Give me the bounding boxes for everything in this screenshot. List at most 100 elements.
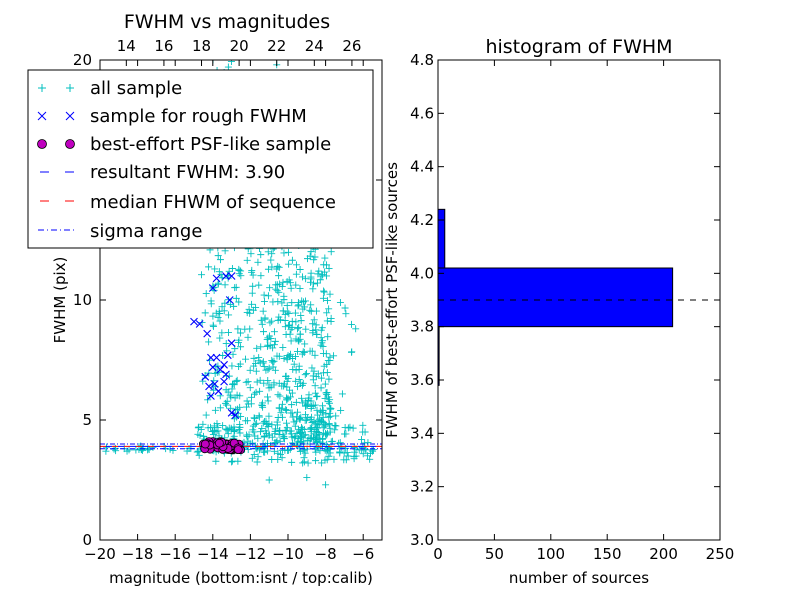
all-sample-point — [288, 433, 296, 441]
all-sample-point — [327, 248, 335, 256]
all-sample-point — [299, 273, 307, 281]
all-sample-point — [341, 304, 349, 312]
all-sample-point — [273, 421, 281, 429]
all-sample-point — [234, 339, 242, 347]
all-sample-point — [301, 371, 309, 379]
all-sample-point — [237, 343, 245, 351]
all-sample-point — [317, 417, 325, 425]
scatter-xtick-label: −14 — [197, 545, 229, 563]
all-sample-point — [309, 327, 317, 335]
rough-sample-point — [208, 363, 217, 372]
all-sample-point — [280, 354, 288, 362]
all-sample-point — [235, 298, 243, 306]
all-sample-point — [318, 402, 326, 410]
all-sample-point — [292, 377, 300, 385]
all-sample-point — [265, 412, 273, 420]
all-sample-point — [132, 446, 140, 454]
all-sample-point — [316, 276, 324, 284]
all-sample-point — [233, 376, 241, 384]
all-sample-point — [295, 301, 303, 309]
scatter-xtick-label: −20 — [84, 545, 116, 563]
all-sample-point — [198, 319, 206, 327]
scatter-top-tick-label: 18 — [192, 37, 211, 55]
all-sample-point — [224, 430, 232, 438]
scatter-xlabel: magnitude (bottom:isnt / top:calib) — [109, 569, 373, 587]
all-sample-point — [295, 375, 303, 383]
scatter-top-tick-label: 16 — [154, 37, 173, 55]
all-sample-point — [254, 453, 262, 461]
all-sample-point — [257, 251, 265, 259]
all-sample-point — [298, 425, 306, 433]
all-sample-point — [335, 439, 343, 447]
all-sample-point — [306, 424, 314, 432]
all-sample-point — [253, 419, 261, 427]
all-sample-point — [323, 369, 331, 377]
all-sample-point — [263, 342, 271, 350]
all-sample-point — [288, 458, 296, 466]
all-sample-point — [251, 414, 259, 422]
scatter-xtick-label: −10 — [272, 545, 304, 563]
scatter-ytick-label: 0 — [82, 531, 92, 549]
all-sample-point — [244, 445, 252, 453]
all-sample-point — [318, 409, 326, 417]
all-sample-point — [273, 281, 281, 289]
all-sample-point — [259, 419, 267, 427]
all-sample-point — [289, 439, 297, 447]
scatter-legend: all sample sample for rough FWHM best-ef… — [27, 69, 374, 249]
all-sample-point — [266, 284, 274, 292]
all-sample-point — [312, 438, 320, 446]
all-sample-point — [311, 389, 319, 397]
all-sample-point — [298, 350, 306, 358]
all-sample-point — [322, 389, 330, 397]
histogram-ytick-label: 3.0 — [410, 531, 434, 549]
all-sample-point — [198, 271, 206, 279]
scatter-ylabel: FWHM (pix) — [51, 257, 69, 344]
rough-sample-point — [216, 365, 225, 374]
all-sample-point — [352, 325, 360, 333]
all-sample-point — [243, 431, 251, 439]
all-sample-point — [223, 347, 231, 355]
all-sample-point — [194, 447, 202, 455]
all-sample-point — [343, 449, 351, 457]
rough-sample-point — [225, 296, 234, 304]
all-sample-point — [296, 415, 304, 423]
psf-sample-point — [215, 438, 224, 448]
all-sample-point — [224, 328, 232, 336]
all-sample-point — [291, 353, 299, 361]
all-sample-point — [257, 272, 265, 280]
all-sample-point — [258, 320, 266, 328]
all-sample-point — [220, 307, 228, 315]
all-sample-point — [306, 306, 314, 314]
all-sample-point — [319, 294, 327, 302]
histogram-xtick-label: 50 — [485, 545, 504, 563]
psf-sample-point — [233, 445, 243, 455]
all-sample-point — [324, 445, 332, 453]
all-sample-point — [321, 254, 329, 262]
scatter-ytick-label: 5 — [82, 411, 92, 429]
all-sample-point — [223, 397, 231, 405]
all-sample-point — [234, 409, 242, 417]
all-sample-point — [309, 280, 317, 288]
all-sample-point — [267, 256, 275, 264]
all-sample-point — [305, 391, 313, 399]
all-sample-point — [244, 378, 252, 386]
all-sample-point — [314, 270, 322, 278]
all-sample-point — [264, 397, 272, 405]
all-sample-point — [325, 452, 333, 460]
legend-label-rough-sample: sample for rough FWHM — [90, 106, 307, 127]
all-sample-point — [219, 422, 227, 430]
rough-sample-point — [195, 320, 204, 328]
rough-sample-point — [227, 272, 236, 280]
all-sample-point — [273, 352, 281, 360]
all-sample-point — [322, 350, 330, 358]
all-sample-point — [282, 372, 290, 380]
scatter-ytick-label: 10 — [73, 291, 92, 309]
all-sample-point — [286, 350, 294, 358]
all-sample-point — [236, 403, 244, 411]
all-sample-point — [302, 275, 310, 283]
all-sample-point — [284, 308, 292, 316]
all-sample-point — [303, 474, 311, 482]
all-sample-point — [319, 439, 327, 447]
all-sample-point — [330, 455, 338, 463]
